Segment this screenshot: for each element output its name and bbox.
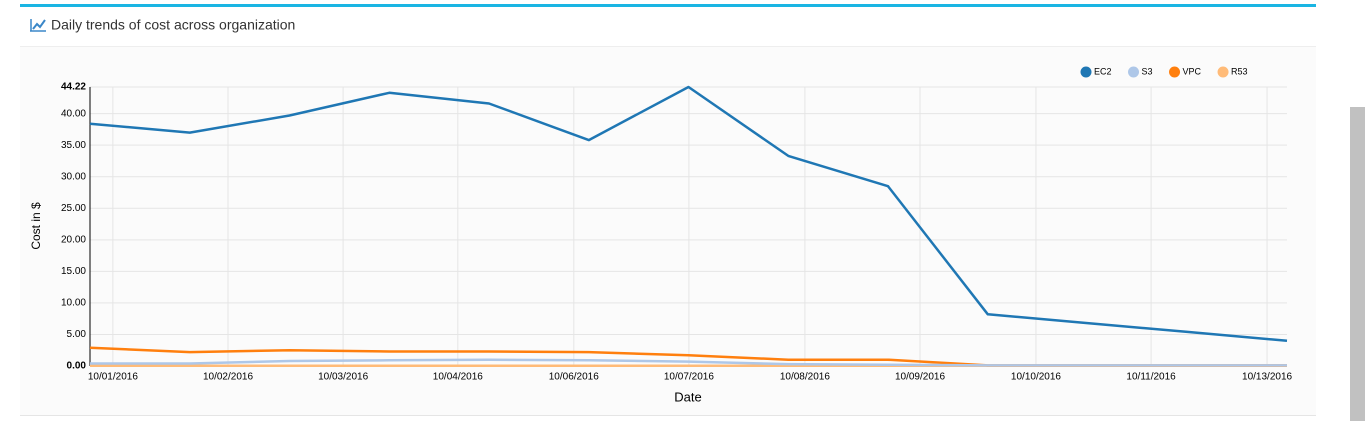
chart-title: Daily trends of cost across organization xyxy=(51,17,295,33)
legend-swatch xyxy=(1080,66,1092,78)
y-tick-label: 30.00 xyxy=(61,171,86,182)
legend-swatch xyxy=(1169,66,1181,78)
y-tick-label: 44.22 xyxy=(61,82,86,93)
x-tick-label: 10/03/2016 xyxy=(318,372,368,383)
y-tick-label: 20.00 xyxy=(61,234,86,245)
y-tick-label: 0.00 xyxy=(67,361,87,372)
y-tick-label: 25.00 xyxy=(61,203,86,214)
y-tick-label: 5.00 xyxy=(67,329,87,340)
y-tick-label: 40.00 xyxy=(61,108,86,119)
y-axis-label: Cost in $ xyxy=(29,202,43,250)
chart-icon xyxy=(30,19,46,32)
x-tick-label: 10/08/2016 xyxy=(780,372,830,383)
legend-swatch xyxy=(1128,66,1140,78)
x-tick-label: 10/01/2016 xyxy=(88,372,138,383)
legend-label: EC2 xyxy=(1094,66,1112,76)
x-tick-label: 10/02/2016 xyxy=(203,372,253,383)
x-tick-label: 10/10/2016 xyxy=(1011,372,1061,383)
y-tick-label: 15.00 xyxy=(61,266,86,277)
legend-label: S3 xyxy=(1142,66,1153,76)
series-line xyxy=(89,85,1288,343)
x-tick-label: 10/06/2016 xyxy=(549,372,599,383)
x-tick-label: 10/11/2016 xyxy=(1126,372,1176,383)
x-axis-label: Date xyxy=(674,389,701,404)
legend-label: R53 xyxy=(1231,66,1248,76)
x-tick-label: 10/13/2016 xyxy=(1242,372,1292,383)
y-tick-label: 35.00 xyxy=(61,140,86,151)
x-tick-label: 10/04/2016 xyxy=(433,372,483,383)
y-tick-label: 10.00 xyxy=(61,298,86,309)
chart-area xyxy=(20,47,1316,415)
x-tick-label: 10/09/2016 xyxy=(895,372,945,383)
scrollbar[interactable] xyxy=(1350,107,1365,421)
legend-swatch xyxy=(1217,66,1229,78)
legend-label: VPC xyxy=(1183,66,1202,76)
series-line xyxy=(90,358,1287,367)
x-tick-label: 10/07/2016 xyxy=(664,372,714,383)
